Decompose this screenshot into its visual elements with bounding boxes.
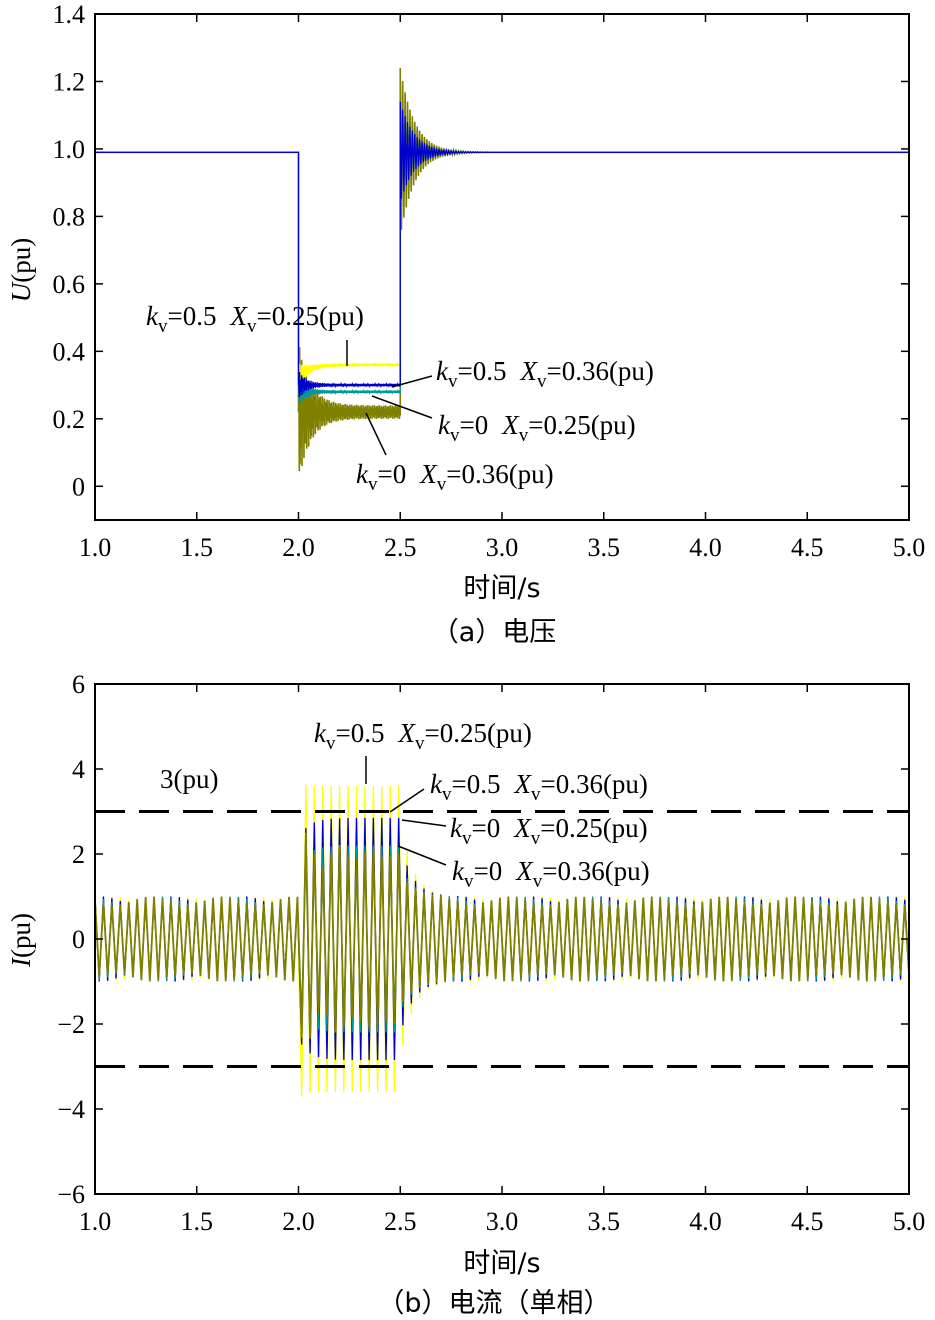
current-x-tick-label: 3.5 (588, 1207, 621, 1236)
voltage-axis-ticks: 1.0 1.5 2.0 2.5 3.0 3.5 4.0 4.5 5.0 0 0.2 0.4 0.6 0.8… (53, 0, 926, 562)
current-x-tick-label: 2.0 (282, 1207, 315, 1236)
voltage-annotation-kv05-xv025: kv=0.5 Xv=0.25(pu) (146, 301, 364, 366)
current-y-tick-label: 4 (72, 755, 85, 784)
voltage-y-tick-label: 1.4 (53, 0, 86, 29)
current-x-tick-label: 1.5 (181, 1207, 214, 1236)
current-x-tick-label: 3.0 (486, 1207, 519, 1236)
svg-text:kv=0.5Xv=0.36(pu): kv=0.5 Xv=0.36(pu) (430, 769, 648, 805)
voltage-y-tick-label: 0.6 (53, 270, 86, 299)
current-axis-ticks: 1.0 1.5 2.0 2.5 3.0 3.5 4.0 4.5 5.0 −6 −4 −2 0 2 4 6 (57, 670, 925, 1236)
voltage-annotation-kv05-xv036: kv=0.5 Xv=0.36(pu) (391, 356, 654, 392)
voltage-y-axis-title: U(pu) (6, 238, 36, 302)
svg-text:kv=0Xv=0.25(pu): kv=0 Xv=0.25(pu) (438, 410, 636, 446)
voltage-chart: 1.0 1.5 2.0 2.5 3.0 3.5 4.0 4.5 5.0 0 0.2 0.4 0.6 0.8… (6, 0, 925, 648)
svg-text:kv=0.5Xv=0.25(pu): kv=0.5 Xv=0.25(pu) (146, 301, 364, 337)
current-caption: （b）电流（单相） (377, 1288, 610, 1319)
current-y-tick-label: −4 (57, 1095, 85, 1124)
current-annotation-kv0-xv025: kv=0 Xv=0.25(pu) (401, 813, 648, 849)
current-limit-label: 3(pu) (160, 764, 218, 794)
current-limit-lines (95, 810, 909, 1068)
current-annotation-kv05-xv036: kv=0.5 Xv=0.36(pu) (389, 769, 648, 813)
current-x-tick-label: 1.0 (79, 1207, 112, 1236)
current-series-group (94, 784, 910, 1096)
voltage-x-tick-label: 1.0 (79, 533, 112, 562)
voltage-x-tick-label: 5.0 (893, 533, 926, 562)
current-series-kv0_xv036 (94, 832, 910, 1039)
current-y-tick-label: 6 (72, 670, 85, 699)
voltage-x-tick-label: 4.0 (689, 533, 722, 562)
current-x-tick-label: 4.0 (689, 1207, 722, 1236)
voltage-y-tick-label: 0.8 (53, 202, 86, 231)
current-x-tick-label: 2.5 (384, 1207, 417, 1236)
voltage-series-kv05_xv025 (95, 101, 909, 390)
current-x-axis-title: 时间/s (463, 1248, 540, 1279)
svg-text:kv=0Xv=0.25(pu): kv=0 Xv=0.25(pu) (450, 813, 648, 849)
voltage-plot-frame (94, 13, 910, 521)
svg-text:kv=0.5Xv=0.25(pu): kv=0.5 Xv=0.25(pu) (314, 718, 532, 754)
voltage-caption: （a）电压 (432, 617, 557, 648)
current-x-tick-label: 5.0 (893, 1207, 926, 1236)
current-chart: 1.0 1.5 2.0 2.5 3.0 3.5 4.0 4.5 5.0 −6 −4 −2 0 2 4 6 时间… (6, 670, 925, 1319)
current-annotation-kv0-xv036: kv=0 Xv=0.36(pu) (397, 845, 650, 892)
voltage-x-tick-label: 1.5 (181, 533, 214, 562)
current-annotation-kv05-xv025: kv=0.5 Xv=0.25(pu) (314, 718, 532, 784)
current-x-tick-label: 4.5 (791, 1207, 824, 1236)
voltage-y-tick-label: 0.4 (53, 337, 86, 366)
voltage-y-tick-label: 1.2 (53, 67, 86, 96)
voltage-series-group (95, 67, 909, 472)
svg-text:kv=0.5Xv=0.36(pu): kv=0.5 Xv=0.36(pu) (436, 356, 654, 392)
svg-text:kv=0Xv=0.36(pu): kv=0 Xv=0.36(pu) (356, 459, 554, 495)
voltage-x-axis-title: 时间/s (463, 573, 540, 604)
current-y-tick-label: −6 (57, 1180, 85, 1209)
current-y-tick-label: 2 (72, 840, 85, 869)
voltage-y-tick-label: 0 (72, 472, 85, 501)
current-y-tick-label: 0 (72, 925, 85, 954)
voltage-x-tick-label: 2.5 (384, 533, 417, 562)
voltage-series-kv05_xv036 (95, 101, 909, 398)
voltage-y-tick-label: 0.2 (53, 405, 86, 434)
current-y-axis-title: I(pu) (6, 913, 36, 968)
voltage-x-tick-label: 3.5 (588, 533, 621, 562)
voltage-x-tick-label: 3.0 (486, 533, 519, 562)
voltage-y-tick-label: 1.0 (53, 135, 86, 164)
voltage-x-tick-label: 4.5 (791, 533, 824, 562)
voltage-x-tick-label: 2.0 (282, 533, 315, 562)
voltage-annotation-kv0-xv025: kv=0 Xv=0.25(pu) (371, 395, 636, 446)
voltage-annotation-kv0-xv036: kv=0 Xv=0.36(pu) (356, 412, 554, 495)
svg-text:kv=0Xv=0.36(pu): kv=0 Xv=0.36(pu) (452, 856, 650, 892)
current-y-tick-label: −2 (57, 1010, 85, 1039)
